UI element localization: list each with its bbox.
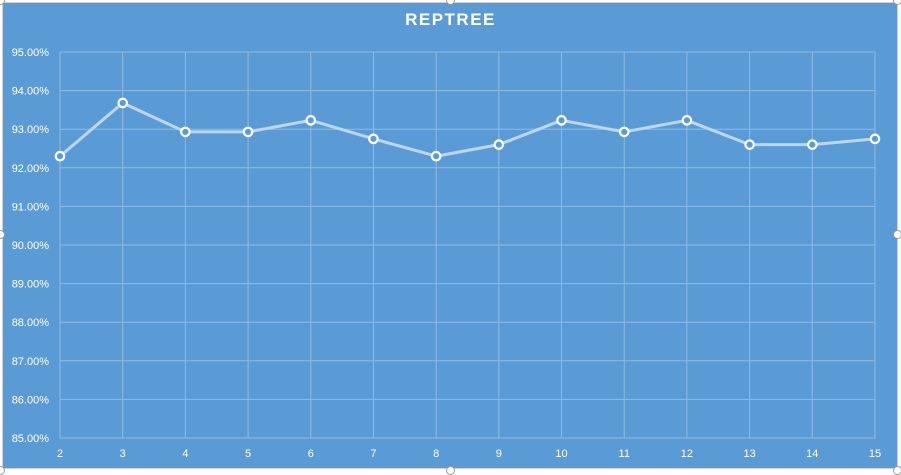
data-point (54, 150, 66, 162)
x-tick-label: 12 (681, 448, 693, 460)
x-tick-label: 8 (433, 448, 439, 460)
x-tick-label: 13 (743, 448, 755, 460)
data-point (368, 133, 379, 145)
chart-background (2, 2, 898, 469)
data-point (618, 126, 630, 138)
resize-handle-bottom-right[interactable] (893, 466, 901, 475)
x-tick-label: 4 (182, 448, 188, 460)
y-tick-label: 89.00% (12, 279, 50, 291)
data-point (180, 126, 191, 138)
data-point (681, 115, 693, 126)
x-tick-label: 10 (555, 448, 567, 460)
y-tick-label: 90.00% (12, 240, 50, 252)
y-tick-label: 93.00% (12, 124, 50, 136)
resize-handle-left[interactable] (0, 230, 5, 239)
x-tick-label: 15 (869, 448, 881, 460)
y-tick-label: 95.00% (12, 47, 50, 59)
data-point (242, 126, 254, 138)
y-tick-label: 87.00% (12, 356, 50, 368)
resize-handle-bottom-left[interactable] (0, 466, 5, 475)
x-tick-label: 11 (619, 448, 630, 460)
resize-handle-top-left[interactable] (0, 0, 5, 5)
data-point (493, 139, 505, 150)
y-tick-label: 92.00% (12, 163, 50, 175)
data-point (305, 115, 317, 126)
resize-handle-top-right[interactable] (893, 0, 901, 5)
x-tick-label: 3 (120, 448, 126, 460)
data-point (556, 115, 567, 126)
y-tick-label: 91.00% (12, 201, 50, 213)
resize-handle-top[interactable] (446, 0, 455, 5)
x-tick-label: 7 (370, 448, 376, 460)
chart-title: REPTREE (405, 10, 496, 29)
x-tick-label: 2 (57, 448, 63, 460)
resize-handle-right[interactable] (893, 230, 901, 239)
resize-handle-bottom[interactable] (446, 466, 455, 475)
y-tick-label: 86.00% (12, 394, 50, 406)
data-point (807, 139, 818, 150)
y-tick-label: 88.00% (12, 317, 50, 329)
data-point (744, 139, 755, 150)
x-tick-label: 14 (806, 448, 818, 460)
x-tick-label: 6 (308, 448, 314, 460)
data-point (430, 150, 442, 162)
x-tick-label: 9 (496, 448, 502, 460)
y-tick-label: 85.00% (12, 433, 50, 445)
data-point (117, 97, 128, 109)
series-line (58, 101, 877, 158)
y-tick-label: 94.00% (12, 86, 50, 98)
x-tick-label: 5 (245, 448, 251, 460)
data-point (869, 133, 881, 145)
